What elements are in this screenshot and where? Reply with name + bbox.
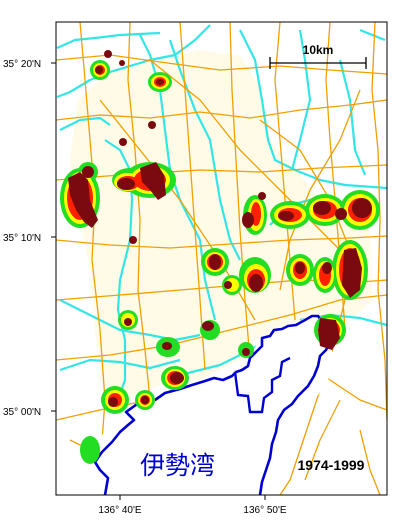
ise-bay (56, 315, 335, 495)
map-frame (55, 21, 388, 496)
scale-bar-label: 10km (303, 43, 334, 57)
graticule-ticks (51, 62, 266, 500)
coastline-reclaimed (233, 356, 291, 414)
lat-label-35-10: 35° 10'N (3, 233, 41, 244)
plain-area (70, 50, 372, 398)
zone-core (68, 50, 372, 407)
subsidence-zones (60, 50, 380, 464)
lat-label-35-00: 35° 00'N (3, 407, 41, 418)
lat-label-35-20: 35° 20'N (3, 59, 41, 70)
scale-bar (269, 57, 367, 69)
roads (56, 22, 387, 495)
lon-label-136-50: 136° 50'E (243, 505, 286, 516)
period-label: 1974-1999 (298, 457, 365, 473)
coastline (93, 314, 332, 495)
lon-label-136-40: 136° 40'E (98, 505, 141, 516)
ise-bay-label: 伊勢湾 (140, 451, 215, 480)
